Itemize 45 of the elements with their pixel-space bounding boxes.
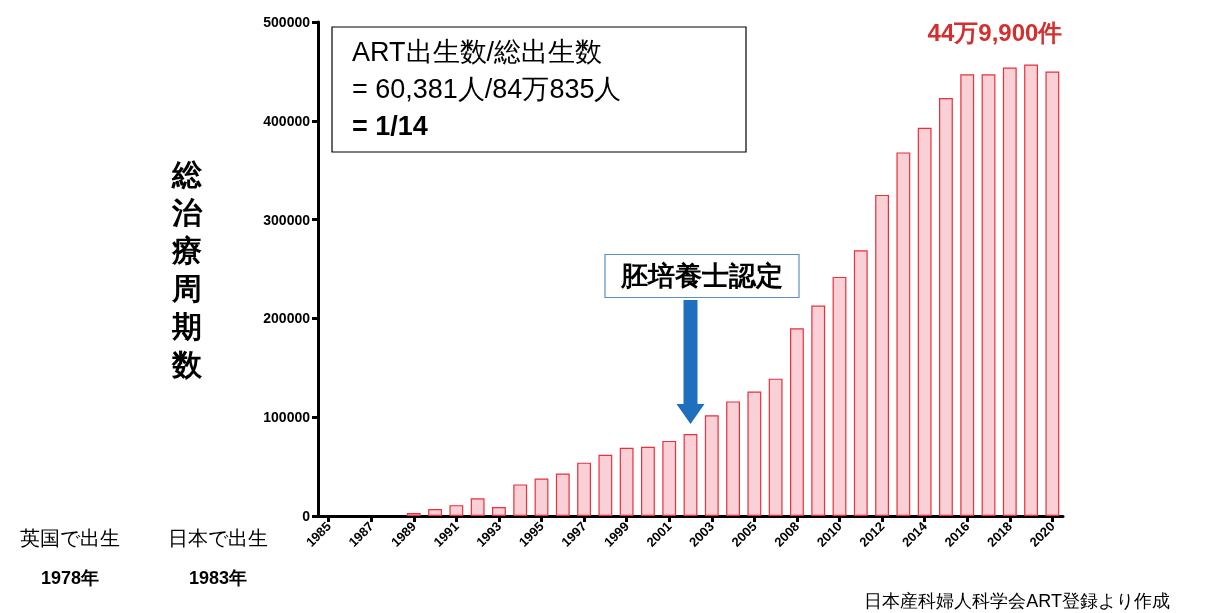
annotation: 胚培養士認定: [620, 261, 783, 291]
bar: [726, 401, 740, 516]
y-axis-title: 総治療周期数: [171, 157, 203, 381]
bar: [1024, 64, 1038, 516]
bar: [747, 391, 762, 516]
bar: [555, 473, 570, 516]
text: 日本で出生: [168, 527, 268, 549]
bar: [960, 74, 975, 516]
bar: [577, 462, 591, 516]
bar: [790, 328, 804, 516]
text: 英国で出生: [20, 527, 120, 549]
y-tick-label: 100000: [263, 409, 311, 426]
bar: [492, 507, 506, 516]
bar: [641, 446, 655, 516]
bar: [428, 509, 442, 516]
bar: [619, 447, 634, 516]
y-tick-label: 300000: [263, 211, 311, 228]
text: 1978年: [40, 568, 100, 588]
bar: [1045, 71, 1060, 516]
bar: [598, 454, 613, 516]
bar: [449, 505, 464, 516]
bar: [513, 484, 528, 516]
bar: [683, 434, 698, 516]
bar: [534, 478, 549, 516]
bar: [768, 378, 783, 516]
bar: [811, 305, 826, 516]
y-tick-label: 200000: [263, 310, 311, 327]
bar: [662, 440, 677, 516]
bar: [704, 415, 719, 516]
annotation: ART出生数/総出生数 = 60,381人/84万835人 = 1/14: [352, 36, 622, 141]
y-tick-label: 0: [302, 508, 311, 524]
bar: [853, 250, 868, 516]
bar: [896, 152, 911, 516]
bar: [1002, 67, 1017, 516]
y-tick-label: 500000: [263, 14, 311, 30]
bar: [875, 194, 889, 516]
text: 日本産科婦人科学会ART登録より作成: [864, 591, 1171, 611]
bar: [981, 74, 996, 516]
text: 1983年: [188, 568, 248, 588]
bar: [939, 98, 953, 516]
bar: [832, 276, 847, 516]
y-tick-label: 400000: [263, 112, 311, 129]
bar: [917, 127, 932, 516]
annotation: 44万9,900件: [927, 19, 1063, 46]
bar: [470, 498, 485, 516]
